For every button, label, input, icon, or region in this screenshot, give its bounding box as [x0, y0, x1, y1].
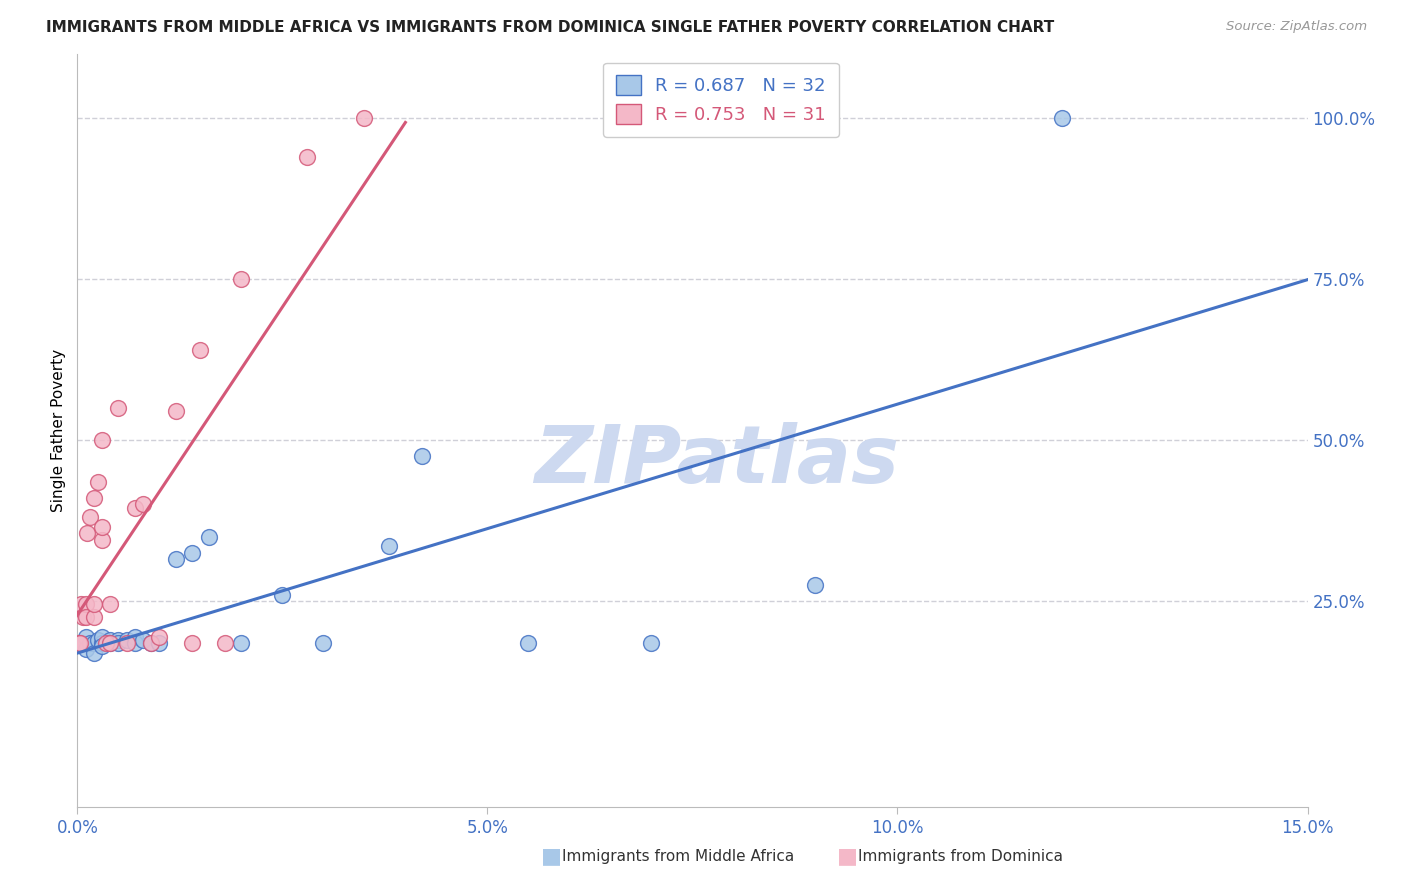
Point	[76, 526, 98, 541]
Point	[141, 636, 163, 650]
Point	[87, 475, 110, 489]
Point	[295, 150, 318, 164]
Point	[83, 610, 105, 624]
Point	[124, 636, 146, 650]
Point	[132, 632, 155, 647]
Point	[181, 546, 204, 560]
Point	[231, 272, 253, 286]
Point	[69, 636, 91, 650]
Point	[90, 520, 114, 534]
Point	[115, 636, 138, 650]
Point	[75, 642, 97, 657]
Text: ZIPatlas: ZIPatlas	[534, 422, 900, 500]
Point	[90, 636, 114, 650]
Point	[411, 449, 433, 463]
Point	[804, 578, 827, 592]
Point	[312, 636, 335, 650]
Legend: R = 0.687   N = 32, R = 0.753   N = 31: R = 0.687 N = 32, R = 0.753 N = 31	[603, 62, 839, 136]
Point	[90, 533, 114, 547]
Point	[132, 498, 155, 512]
Text: ■: ■	[837, 847, 858, 866]
Point	[214, 636, 236, 650]
Point	[75, 610, 97, 624]
Point	[70, 636, 93, 650]
Point	[517, 636, 540, 650]
Point	[75, 598, 97, 612]
Point	[181, 636, 204, 650]
Point	[98, 598, 121, 612]
Text: Source: ZipAtlas.com: Source: ZipAtlas.com	[1226, 20, 1367, 33]
Text: ■: ■	[541, 847, 562, 866]
Point	[124, 500, 146, 515]
Point	[90, 639, 114, 653]
Point	[1050, 111, 1073, 125]
Point	[90, 433, 114, 447]
Point	[87, 632, 110, 647]
Point	[148, 636, 170, 650]
Point	[353, 111, 375, 125]
Point	[79, 636, 101, 650]
Point	[231, 636, 253, 650]
Point	[124, 630, 146, 644]
Point	[90, 630, 114, 644]
Point	[188, 343, 212, 357]
Point	[98, 636, 121, 650]
Point	[378, 539, 401, 553]
Point	[79, 510, 101, 524]
Point	[98, 636, 121, 650]
Text: IMMIGRANTS FROM MIDDLE AFRICA VS IMMIGRANTS FROM DOMINICA SINGLE FATHER POVERTY : IMMIGRANTS FROM MIDDLE AFRICA VS IMMIGRA…	[46, 20, 1054, 35]
Point	[75, 630, 97, 644]
Point	[98, 632, 121, 647]
Point	[197, 530, 219, 544]
Point	[83, 598, 105, 612]
Point	[94, 636, 117, 650]
Point	[165, 552, 187, 566]
Point	[107, 401, 129, 415]
Point	[115, 632, 138, 647]
Point	[107, 632, 129, 647]
Point	[271, 588, 294, 602]
Text: Immigrants from Middle Africa: Immigrants from Middle Africa	[562, 849, 794, 863]
Point	[148, 630, 170, 644]
Point	[141, 636, 163, 650]
Point	[640, 636, 662, 650]
Point	[83, 646, 105, 660]
Point	[83, 636, 105, 650]
Text: Immigrants from Dominica: Immigrants from Dominica	[858, 849, 1063, 863]
Point	[83, 491, 105, 505]
Point	[70, 598, 93, 612]
Point	[107, 636, 129, 650]
Point	[72, 610, 94, 624]
Point	[165, 404, 187, 418]
Point	[67, 636, 90, 650]
Y-axis label: Single Father Poverty: Single Father Poverty	[51, 349, 66, 512]
